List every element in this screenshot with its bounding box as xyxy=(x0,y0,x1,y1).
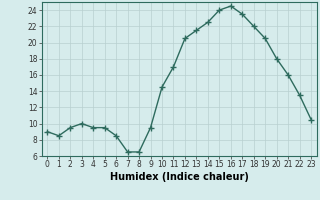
X-axis label: Humidex (Indice chaleur): Humidex (Indice chaleur) xyxy=(110,172,249,182)
